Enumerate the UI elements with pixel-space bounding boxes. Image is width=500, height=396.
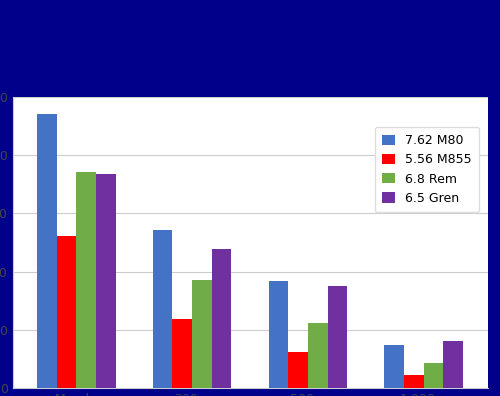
- Text: BULLET ENERGY LOSS (ft/ lbs) WITH RANGE: BULLET ENERGY LOSS (ft/ lbs) WITH RANGE: [31, 46, 469, 63]
- Bar: [444, 341, 463, 388]
- Bar: [212, 249, 232, 388]
- Bar: [152, 230, 172, 388]
- Bar: [424, 363, 444, 388]
- Bar: [172, 320, 192, 388]
- Bar: [384, 345, 404, 388]
- Bar: [288, 352, 308, 388]
- Bar: [192, 280, 212, 388]
- Bar: [404, 375, 424, 388]
- Bar: [328, 286, 347, 388]
- Bar: [37, 114, 56, 388]
- Legend: 7.62 M80, 5.56 M855, 6.8 Rem, 6.5 Gren: 7.62 M80, 5.56 M855, 6.8 Rem, 6.5 Gren: [375, 127, 479, 212]
- Bar: [76, 171, 96, 388]
- Bar: [96, 174, 116, 388]
- Bar: [308, 324, 328, 388]
- Bar: [56, 236, 76, 388]
- Bar: [268, 281, 288, 388]
